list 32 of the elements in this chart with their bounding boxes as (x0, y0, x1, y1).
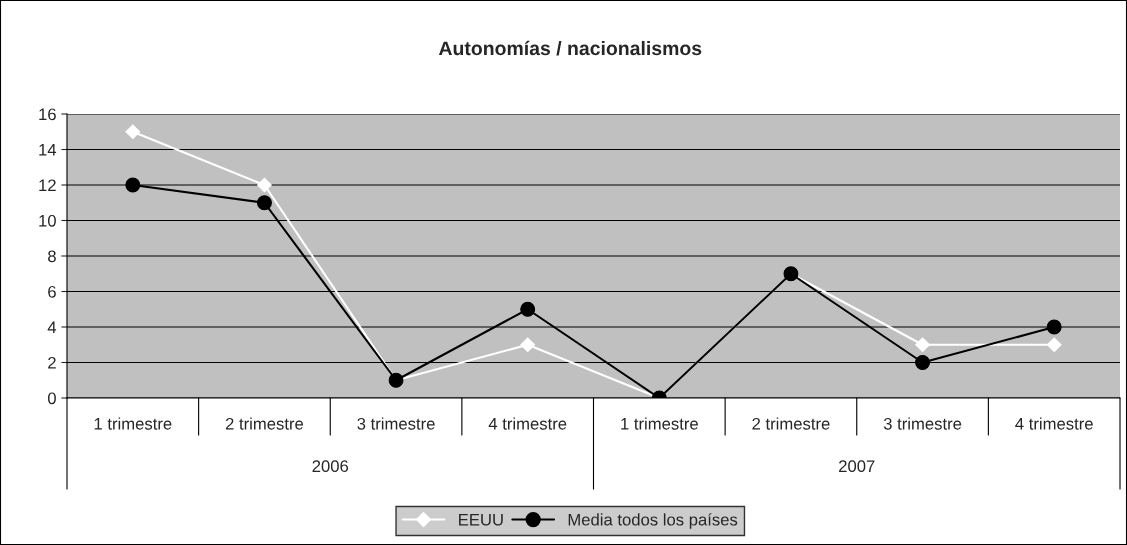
legend-label: EEUU (459, 513, 503, 526)
point (915, 337, 930, 353)
point (125, 177, 141, 193)
x-tick-label: 1 trimestre (621, 417, 698, 430)
point (520, 301, 536, 317)
y-tick-label: 12 (39, 179, 56, 192)
x-tick-label: 1 trimestre (94, 417, 172, 430)
x-tick-label: 2 trimestre (225, 417, 304, 430)
legend-label: Media todos los países (568, 513, 738, 529)
y-tick-label: 6 (48, 285, 56, 298)
text: 2007 (839, 460, 875, 473)
y-tick-label: 16 (39, 108, 56, 121)
y-tick-label: 8 (48, 250, 56, 263)
y-tick-label: 14 (39, 144, 57, 156)
x-tick-label: 2 trimestre (752, 417, 830, 430)
y-tick-label: 4 (47, 321, 57, 334)
point (256, 195, 272, 211)
text: 2006 (312, 460, 349, 473)
x-tick-label: 3 trimestre (883, 417, 962, 430)
x-tick-label: 3 trimestre (357, 417, 435, 430)
point (520, 337, 536, 353)
y-tick-label: 2 (48, 356, 56, 369)
x-tick-label: 4 trimestre (1015, 417, 1093, 430)
y-tick-label: 0 (47, 392, 56, 405)
x-tick-label: 4 trimestre (488, 417, 567, 430)
y-tick-label: 10 (39, 214, 56, 227)
point (1046, 319, 1062, 335)
point (125, 124, 141, 140)
chart-title: Autonomías / nacionalismos (438, 40, 702, 56)
point (1046, 337, 1062, 353)
point (915, 355, 931, 370)
point (257, 177, 272, 193)
